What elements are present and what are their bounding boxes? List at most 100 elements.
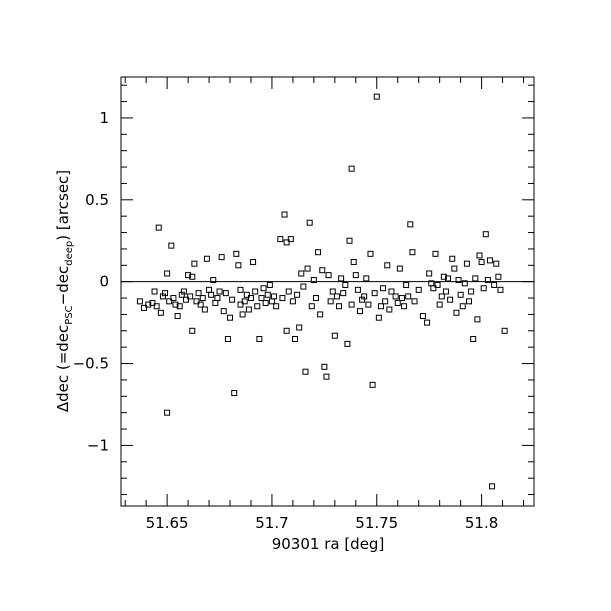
data-point	[495, 273, 502, 280]
data-point	[398, 295, 405, 302]
data-point	[283, 239, 290, 246]
data-point	[298, 270, 305, 277]
data-point	[289, 298, 296, 305]
data-point	[489, 483, 496, 490]
data-point	[180, 288, 187, 295]
y-tick-label: −1	[87, 436, 109, 454]
data-point	[237, 301, 244, 308]
data-point	[484, 277, 491, 284]
data-point	[442, 288, 449, 295]
data-point	[470, 335, 477, 342]
x-tick-label: 51.65	[146, 514, 189, 532]
data-point	[346, 237, 353, 244]
data-point	[478, 259, 485, 266]
data-point	[369, 381, 376, 388]
data-point	[145, 301, 152, 308]
data-point	[241, 298, 248, 305]
data-point	[189, 273, 196, 280]
y-axis-label: Δdec (=decPSC−decdeep) [arcsec]	[54, 170, 75, 412]
data-point	[212, 299, 219, 306]
data-point	[310, 277, 317, 284]
data-point	[258, 295, 265, 302]
data-point	[331, 332, 338, 339]
data-point	[472, 275, 479, 282]
data-point	[348, 301, 355, 308]
data-point	[424, 319, 431, 326]
data-point	[455, 277, 462, 284]
data-point	[336, 303, 343, 310]
data-point	[409, 249, 416, 256]
data-point	[474, 316, 481, 323]
axis-ticks	[121, 77, 534, 506]
data-point	[363, 275, 370, 282]
data-point	[338, 275, 345, 282]
data-point	[283, 327, 290, 334]
data-point	[239, 311, 246, 318]
data-point	[197, 301, 204, 308]
data-point	[235, 262, 242, 269]
data-point	[182, 296, 189, 303]
data-point	[176, 303, 183, 310]
data-point	[447, 296, 454, 303]
data-point	[392, 293, 399, 300]
data-point	[453, 309, 460, 316]
data-point	[199, 295, 206, 302]
data-point	[482, 231, 489, 238]
data-point	[304, 265, 311, 272]
x-tick-label: 51.7	[255, 514, 288, 532]
data-point	[233, 250, 240, 257]
data-point	[153, 303, 160, 310]
y-tick-label: −0.5	[73, 355, 109, 373]
data-point	[155, 224, 162, 231]
data-point	[459, 303, 466, 310]
y-tick-labels: −1 −0.5 0 0.5 1	[73, 109, 109, 454]
data-point	[224, 335, 231, 342]
data-point	[277, 236, 284, 243]
data-point	[388, 288, 395, 295]
data-point	[457, 291, 464, 298]
data-point	[321, 363, 328, 370]
data-point	[151, 288, 158, 295]
data-point	[403, 281, 410, 288]
data-point	[136, 298, 143, 305]
data-point	[195, 290, 202, 297]
data-point	[461, 280, 468, 287]
data-point	[367, 250, 374, 257]
data-point	[449, 255, 456, 262]
data-point	[438, 293, 445, 300]
data-point	[386, 306, 393, 313]
data-point	[170, 295, 177, 302]
data-point	[273, 303, 280, 310]
data-point	[279, 295, 286, 302]
data-point	[352, 272, 359, 279]
data-point	[371, 290, 378, 297]
data-point	[149, 299, 156, 306]
data-point	[436, 301, 443, 308]
data-point	[491, 281, 498, 288]
data-point	[243, 291, 250, 298]
data-point	[415, 286, 422, 293]
data-point	[411, 298, 418, 305]
data-point	[260, 285, 267, 292]
data-point	[254, 303, 261, 310]
data-point	[333, 293, 340, 300]
data-points	[136, 93, 508, 490]
data-point	[162, 290, 169, 297]
y-axis-label-suffix: ) [arcsec]	[54, 170, 72, 241]
data-point	[317, 311, 324, 318]
data-point	[268, 298, 275, 305]
data-point	[172, 301, 179, 308]
data-point	[405, 293, 412, 300]
data-point	[361, 293, 368, 300]
data-point	[174, 313, 181, 320]
data-point	[327, 298, 334, 305]
data-point	[229, 296, 236, 303]
data-point	[296, 324, 303, 331]
data-point	[419, 313, 426, 320]
data-point	[203, 255, 210, 262]
data-point	[237, 286, 244, 293]
data-point	[342, 281, 349, 288]
y-axis-label-sub2: deep	[64, 241, 75, 266]
data-point	[185, 272, 192, 279]
